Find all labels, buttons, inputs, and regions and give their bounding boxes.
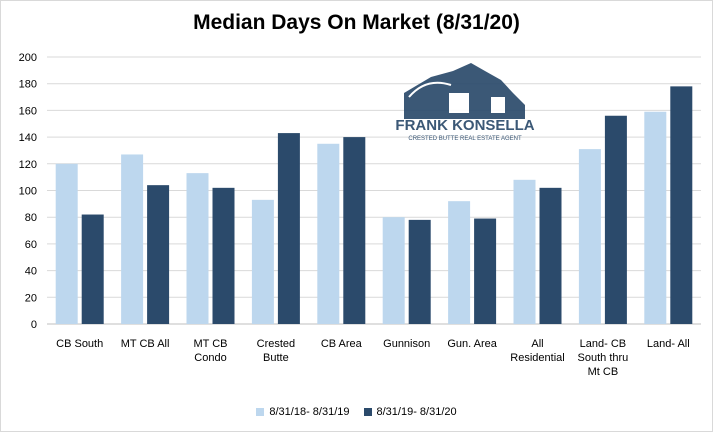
- x-tick-label: Land- CB South thru Mt CB: [578, 338, 629, 378]
- legend-label: 8/31/18- 8/31/19: [269, 406, 350, 418]
- x-tick-label: CB South: [56, 338, 103, 350]
- legend-swatch: [363, 408, 372, 416]
- bar-chart: FRANK KONSELLA CRESTED BUTTE REAL ESTATE …: [19, 52, 701, 378]
- bar-series-2: [474, 218, 497, 324]
- legend-item-series-2: 8/31/19- 8/31/20: [363, 406, 457, 418]
- bar-series-2: [408, 219, 431, 324]
- x-tick-label: Gunnison: [383, 338, 430, 350]
- y-tick-label: 0: [31, 319, 37, 331]
- bar-series-2: [147, 185, 170, 324]
- bar-series-1: [55, 163, 78, 324]
- legend-label: 8/31/19- 8/31/20: [376, 406, 457, 418]
- y-tick-label: 20: [25, 292, 37, 304]
- y-tick-label: 200: [19, 52, 37, 64]
- bar-series-2: [212, 187, 235, 324]
- bar-series-1: [382, 217, 405, 324]
- bar-series-2: [81, 214, 104, 324]
- x-tick-label: Crested Butte: [257, 338, 296, 364]
- bar-series-1: [121, 154, 144, 324]
- bars: [55, 86, 693, 325]
- chart-title: Median Days On Market (8/31/20): [193, 11, 520, 34]
- y-tick-label: 180: [19, 79, 37, 91]
- road-icon: [408, 81, 452, 98]
- legend-item-series-1: 8/31/18- 8/31/19: [256, 406, 350, 418]
- bar-series-2: [277, 133, 300, 324]
- y-axis-ticks: 0 20 40 60 80 100 120 140 160 180 200: [19, 52, 37, 331]
- building-icon: [491, 97, 505, 113]
- bar-series-1: [448, 201, 471, 324]
- y-tick-label: 60: [25, 239, 37, 251]
- bar-series-2: [539, 187, 562, 324]
- bar-series-1: [186, 173, 209, 324]
- x-tick-label: Gun. Area: [447, 338, 497, 350]
- legend-swatch: [256, 408, 265, 416]
- y-tick-label: 160: [19, 105, 37, 117]
- bar-series-1: [251, 199, 274, 324]
- y-tick-label: 140: [19, 132, 37, 144]
- x-tick-label: MT CB All: [121, 338, 170, 350]
- y-tick-label: 80: [25, 212, 37, 224]
- x-tick-label: Land- All: [647, 338, 690, 350]
- bar-series-2: [670, 86, 693, 325]
- building-icon: [449, 93, 469, 113]
- bar-series-1: [644, 111, 667, 324]
- bar-series-1: [513, 179, 536, 324]
- bar-series-2: [604, 115, 627, 325]
- y-tick-label: 100: [19, 186, 37, 198]
- frank-konsella-logo: FRANK KONSELLA CRESTED BUTTE REAL ESTATE …: [395, 63, 535, 142]
- bar-series-1: [317, 143, 340, 324]
- x-tick-label: CB Area: [321, 338, 363, 350]
- bar-series-1: [578, 149, 601, 324]
- logo-brand-text: FRANK KONSELLA: [395, 117, 534, 134]
- bar-series-2: [343, 137, 366, 324]
- gridlines: [47, 56, 701, 325]
- y-tick-label: 120: [19, 159, 37, 171]
- y-tick-label: 40: [25, 266, 37, 278]
- x-tick-label: All Residential: [510, 338, 564, 364]
- x-tick-label: MT CB Condo: [193, 338, 227, 364]
- legend: 8/31/18- 8/31/19 8/31/19- 8/31/20: [1, 406, 712, 418]
- x-axis-labels: CB South MT CB All MT CB Condo Crested Butte C…: [56, 338, 690, 378]
- logo-tagline-text: CRESTED BUTTE REAL ESTATE AGENT: [408, 136, 522, 142]
